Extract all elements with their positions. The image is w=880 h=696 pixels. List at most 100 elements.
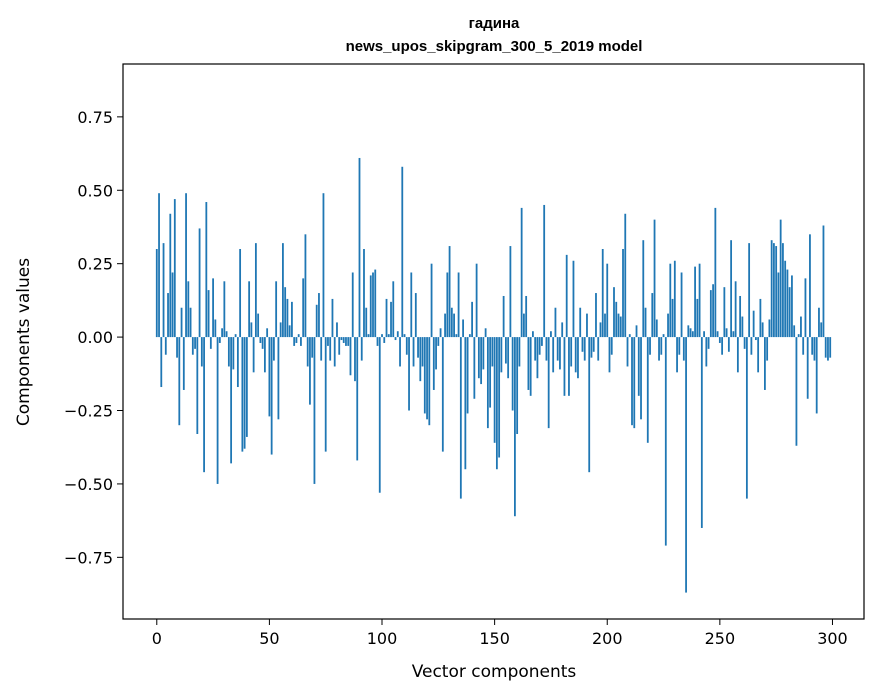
bar — [216, 337, 219, 484]
bar — [682, 337, 685, 361]
bar — [266, 328, 269, 338]
bar — [523, 313, 525, 338]
bar — [486, 337, 489, 429]
bar — [543, 204, 546, 338]
bar — [667, 313, 669, 338]
bar — [459, 337, 462, 499]
bar — [354, 337, 356, 382]
bar — [788, 287, 791, 338]
bar — [615, 301, 618, 338]
bar — [475, 263, 478, 338]
bar — [403, 334, 406, 338]
bar — [309, 337, 311, 405]
bar — [491, 337, 494, 367]
bar — [793, 325, 796, 338]
bar — [390, 301, 392, 338]
bar — [394, 337, 397, 341]
bar — [597, 337, 600, 361]
bar — [644, 307, 647, 338]
bar — [574, 337, 577, 373]
bar — [619, 316, 622, 338]
bar — [538, 337, 541, 355]
bar — [813, 337, 816, 361]
bar — [610, 337, 613, 355]
bar — [633, 337, 636, 429]
bar — [464, 337, 467, 470]
bar — [818, 307, 820, 338]
x-tick-label: 100 — [367, 629, 398, 648]
bar — [500, 337, 503, 373]
bar — [455, 334, 458, 338]
bar — [347, 337, 350, 346]
bar — [820, 322, 823, 338]
y-tick-label: −0.50 — [64, 475, 113, 494]
bar — [243, 337, 246, 449]
bar — [489, 337, 492, 408]
bar — [766, 337, 769, 361]
bar — [802, 337, 805, 355]
bar — [241, 337, 244, 452]
bar — [399, 337, 401, 367]
bar — [191, 337, 194, 355]
bar — [705, 337, 708, 367]
bar — [214, 319, 217, 338]
bar — [520, 207, 523, 338]
bar-series — [155, 157, 832, 593]
bar — [613, 287, 615, 338]
bar — [694, 266, 696, 338]
y-axis-label: Components values — [14, 258, 34, 426]
bar — [171, 272, 174, 338]
bar — [345, 337, 347, 346]
bar — [194, 337, 196, 349]
bar — [223, 281, 226, 338]
bar — [782, 243, 784, 338]
bar — [230, 337, 233, 464]
x-tick-label: 50 — [259, 629, 279, 648]
bar — [601, 249, 604, 338]
bar — [727, 337, 730, 352]
bar — [259, 337, 262, 343]
bar — [252, 337, 255, 373]
bar — [750, 337, 753, 355]
bar — [703, 331, 705, 338]
bar — [804, 278, 807, 338]
bar — [687, 325, 690, 338]
x-tick-label: 0 — [152, 629, 162, 648]
bar — [363, 249, 365, 338]
bar — [270, 337, 273, 455]
bar — [284, 287, 287, 338]
bar — [288, 325, 291, 338]
bar — [205, 202, 208, 338]
bar — [676, 337, 678, 373]
bar — [563, 337, 566, 396]
bar — [162, 243, 165, 338]
bar — [477, 337, 480, 379]
bar — [660, 337, 663, 355]
bar — [509, 246, 512, 338]
bar — [340, 337, 343, 341]
y-tick-label: 0.50 — [77, 181, 113, 200]
bar — [631, 337, 633, 426]
bar — [786, 269, 789, 338]
y-tick-label: −0.75 — [64, 548, 113, 567]
bar — [293, 337, 296, 346]
bar — [700, 337, 703, 528]
bar — [426, 337, 428, 420]
x-axis-label: Vector components — [412, 662, 577, 682]
x-tick-label: 150 — [479, 629, 510, 648]
bar — [592, 337, 595, 352]
bar — [748, 243, 751, 338]
bar — [570, 337, 573, 367]
x-axis-ticks: 0 50 100 150 200 250 300 — [152, 619, 848, 648]
bar — [511, 337, 514, 411]
bar — [809, 234, 811, 338]
bar — [795, 337, 798, 446]
bar — [313, 337, 316, 484]
bar — [349, 337, 352, 376]
bar — [725, 328, 728, 338]
bar — [232, 337, 235, 370]
bar — [209, 337, 212, 349]
bar — [450, 307, 453, 338]
bar — [446, 272, 449, 338]
bar — [680, 272, 683, 338]
